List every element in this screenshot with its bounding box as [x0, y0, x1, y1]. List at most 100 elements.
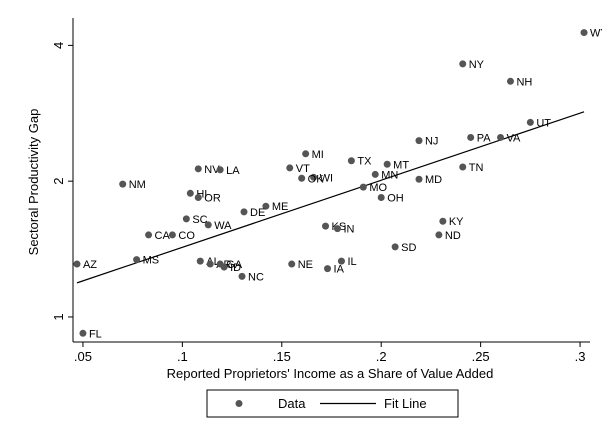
point-label: NM [129, 179, 146, 191]
x-tick-label: .2 [376, 349, 387, 364]
point-label: IL [347, 256, 356, 268]
point-or [194, 194, 202, 202]
x-axis-title: Reported Proprietors' Income as a Share … [167, 366, 494, 381]
point-label: NY [469, 59, 485, 71]
x-tick-label: .15 [273, 349, 291, 364]
point-ca [145, 231, 153, 239]
point-label: NE [298, 259, 313, 271]
point-me [262, 202, 270, 210]
legend-fit-label: Fit Line [384, 396, 427, 411]
point-sd [391, 243, 399, 251]
point-label: TN [469, 162, 484, 174]
point-label: NJ [425, 136, 438, 148]
x-tick-label: .05 [74, 349, 92, 364]
y-ticks: 1 2 4 [51, 42, 73, 321]
point-label: NH [516, 76, 532, 88]
point-label: AZ [83, 259, 97, 271]
x-tick-label: .1 [177, 349, 188, 364]
point-label: CA [155, 230, 171, 242]
point-ky [439, 217, 447, 225]
point-ne [288, 260, 296, 268]
point-label: TX [357, 156, 372, 168]
point-label: WY [590, 28, 602, 40]
legend-data-marker [235, 400, 243, 407]
point-wi [310, 173, 318, 181]
y-tick-label: 1 [51, 313, 66, 320]
point-ut [526, 118, 534, 126]
point-de [240, 208, 248, 216]
point-wa [204, 221, 212, 229]
point-az [73, 260, 81, 268]
point-label: LA [226, 165, 240, 177]
point-tn [459, 163, 467, 171]
point-in [333, 225, 341, 233]
x-ticks: .05 .1 .15 .2 .25 .3 [74, 342, 586, 364]
point-label: OK [308, 173, 325, 185]
point-label: SC [192, 214, 207, 226]
point-ia [324, 265, 332, 273]
point-md [415, 175, 423, 183]
point-mt [383, 160, 391, 168]
point-pa [467, 133, 475, 141]
point-label: PA [477, 132, 492, 144]
y-tick-label: 4 [51, 42, 66, 49]
point-sc [182, 215, 190, 223]
point-label: MO [369, 182, 387, 194]
point-nm [119, 180, 127, 188]
point-label: KY [449, 216, 464, 228]
point-label: WI [320, 172, 333, 184]
point-label: ND [445, 230, 461, 242]
point-nc [238, 272, 246, 280]
point-ny [459, 60, 467, 68]
point-label: VA [507, 132, 522, 144]
point-label: OH [387, 193, 404, 205]
point-fl [79, 329, 87, 337]
point-il [337, 257, 345, 265]
point-label: CO [178, 230, 195, 242]
point-mn [371, 170, 379, 178]
point-label: UT [536, 117, 551, 129]
point-label: MT [393, 159, 409, 171]
point-label: NC [248, 271, 264, 283]
point-mi [302, 150, 310, 158]
point-label: HI [196, 188, 207, 200]
point-la [216, 166, 224, 174]
point-va [497, 133, 505, 141]
point-label: ME [272, 201, 289, 213]
point-id [220, 263, 228, 271]
point-label: NV [204, 164, 220, 176]
axes [72, 18, 590, 343]
legend: Data Fit Line [206, 389, 459, 418]
point-nj [415, 137, 423, 145]
x-tick-label: .3 [575, 349, 586, 364]
point-label: IA [334, 264, 345, 276]
point-label: MN [381, 169, 398, 181]
point-hi [186, 189, 194, 197]
point-wy [580, 29, 588, 37]
point-mo [359, 183, 367, 191]
point-label: DE [250, 207, 265, 219]
point-tx [347, 157, 355, 165]
point-nv [194, 165, 202, 173]
y-axis-title: Sectoral Productivity Gap [26, 109, 41, 256]
point-label: FL [89, 328, 102, 340]
point-nd [435, 231, 443, 239]
point-label: MS [143, 255, 160, 267]
point-label: OR [204, 193, 221, 205]
point-label: MI [312, 149, 324, 161]
point-ok [298, 174, 306, 182]
point-label: GA [226, 259, 243, 271]
x-tick-label: .25 [472, 349, 490, 364]
point-al [196, 257, 204, 265]
point-ms [133, 256, 141, 264]
point-label: MD [425, 174, 442, 186]
point-vt [286, 164, 294, 172]
point-ks [322, 222, 330, 230]
point-label: WA [214, 220, 232, 232]
point-label: VT [296, 163, 310, 175]
point-nh [506, 77, 514, 85]
point-label: IN [343, 224, 354, 236]
point-label: SD [401, 242, 416, 254]
